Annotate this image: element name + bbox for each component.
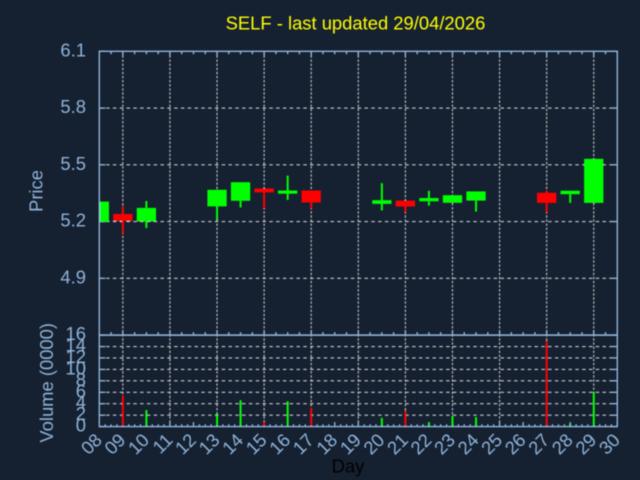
svg-text:6.1: 6.1 <box>60 39 86 60</box>
svg-text:2: 2 <box>76 403 86 424</box>
svg-text:SELF - last updated 29/04/2026: SELF - last updated 29/04/2026 <box>226 13 486 34</box>
svg-text:4.9: 4.9 <box>60 266 86 287</box>
svg-text:Price: Price <box>26 170 47 212</box>
svg-text:5.5: 5.5 <box>60 153 86 174</box>
svg-text:Volume (0000): Volume (0000) <box>36 323 57 443</box>
svg-text:16: 16 <box>66 323 86 344</box>
svg-text:10: 10 <box>66 357 86 378</box>
svg-text:0: 0 <box>76 415 86 436</box>
svg-text:Day: Day <box>332 456 366 477</box>
svg-text:5.8: 5.8 <box>60 96 86 117</box>
svg-text:14: 14 <box>66 335 86 356</box>
svg-text:6: 6 <box>76 380 86 401</box>
svg-text:8: 8 <box>76 369 86 390</box>
svg-text:5.2: 5.2 <box>60 210 86 231</box>
svg-text:12: 12 <box>66 346 86 367</box>
svg-text:4: 4 <box>76 392 86 413</box>
